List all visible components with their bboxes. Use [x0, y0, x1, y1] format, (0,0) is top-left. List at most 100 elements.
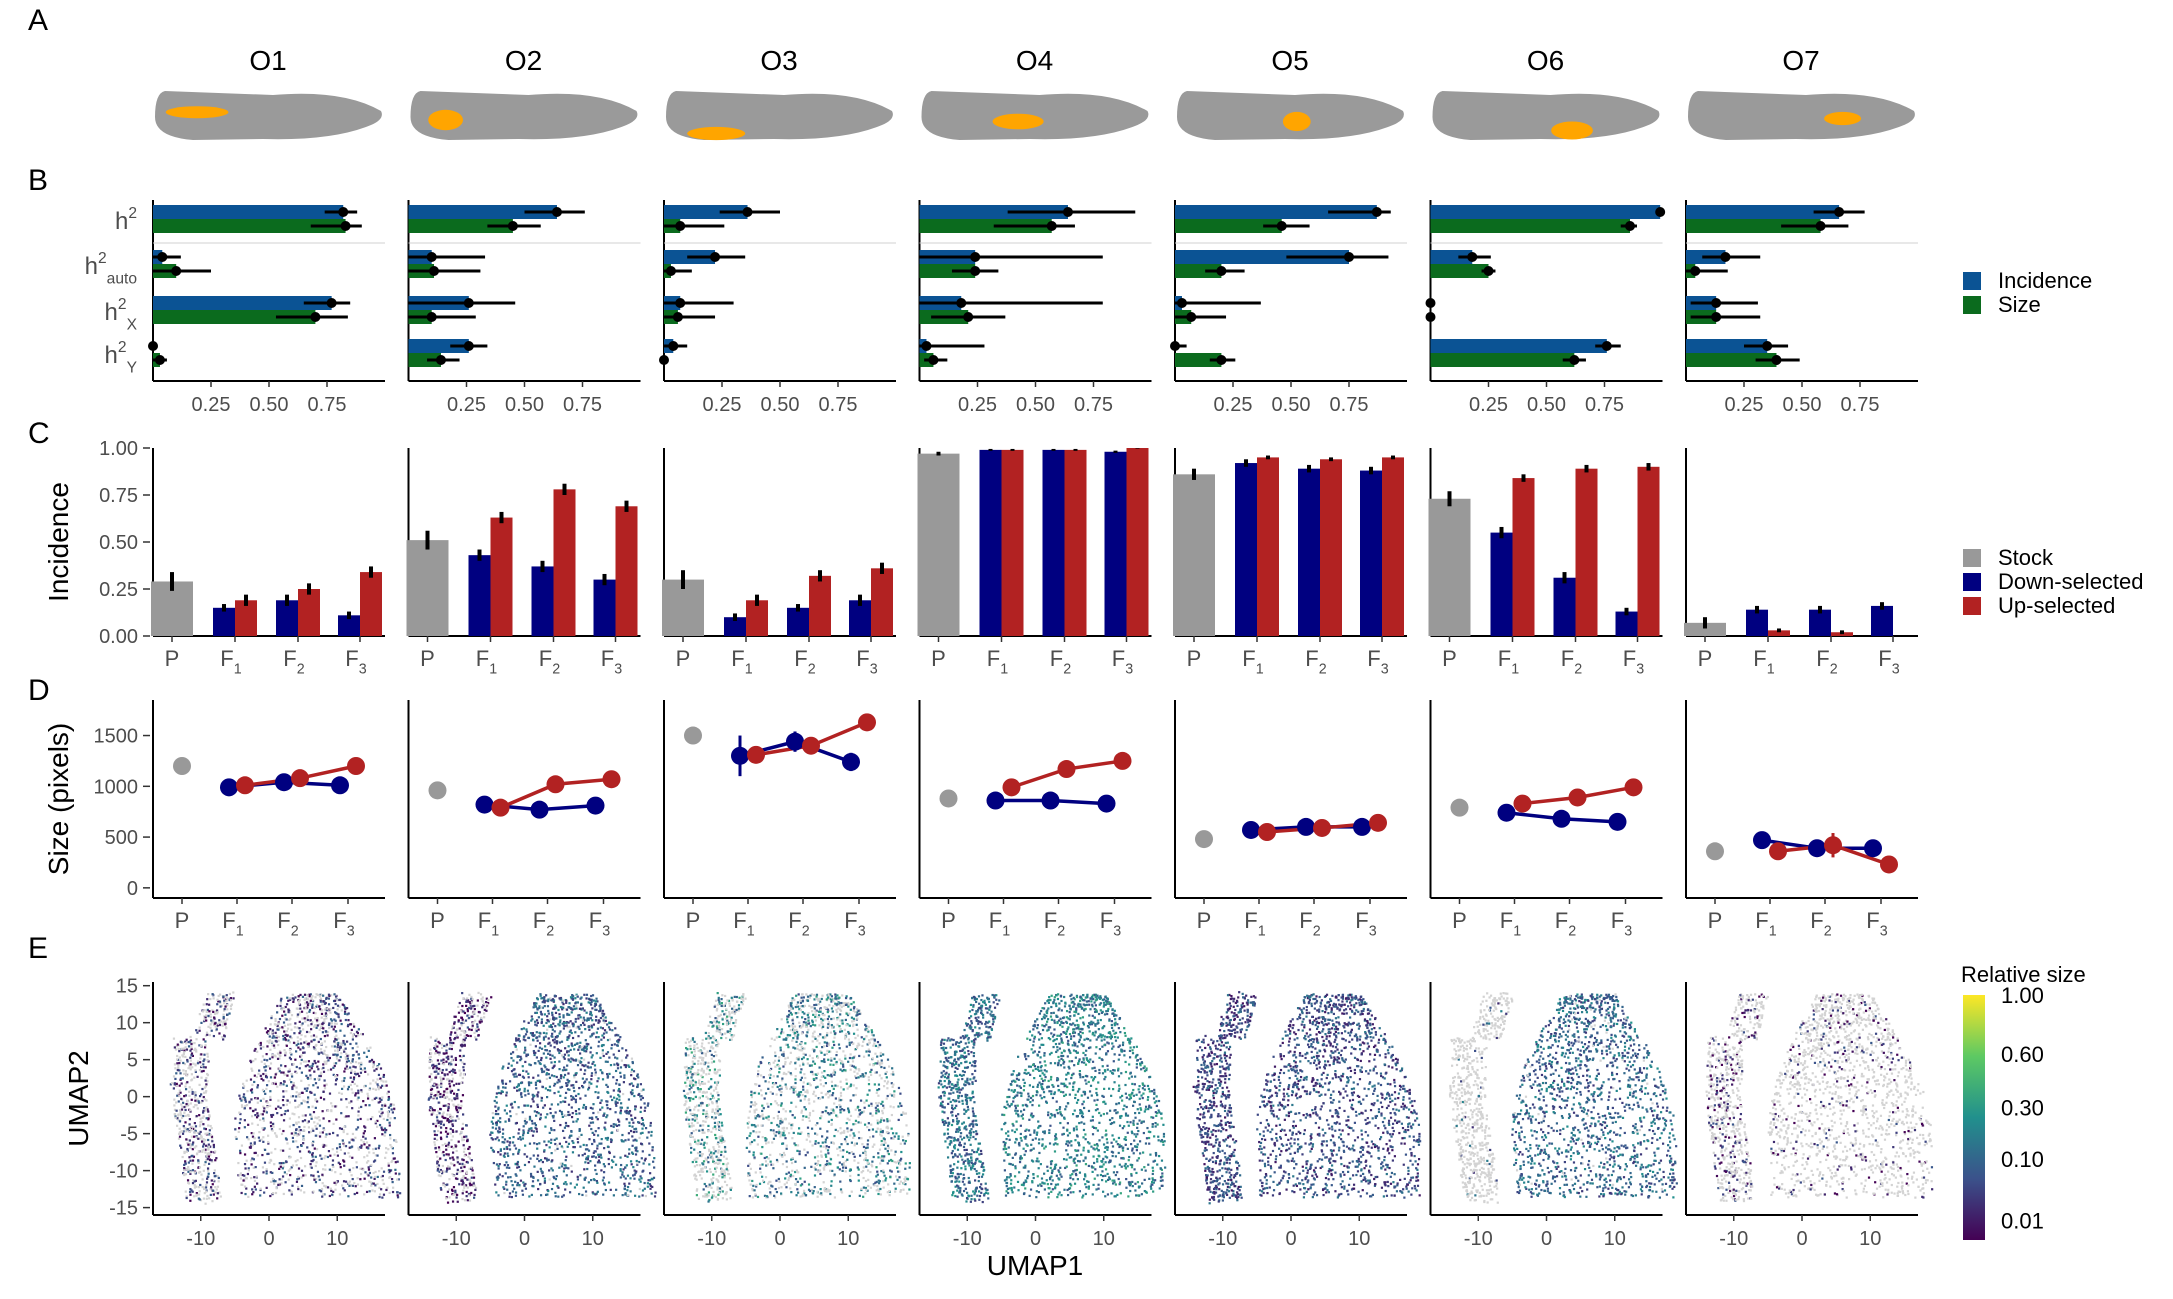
umap-point — [430, 1077, 433, 1081]
umap-point — [193, 1096, 197, 1099]
umap-point — [476, 1004, 479, 1007]
umap-point — [175, 1084, 179, 1087]
umap-point — [513, 1086, 516, 1089]
umap-point — [317, 1116, 320, 1119]
umap-point — [292, 998, 295, 1001]
umap-point — [437, 1083, 440, 1087]
umap-point — [565, 1124, 568, 1127]
umap-point — [551, 1054, 554, 1057]
umap-point — [642, 1088, 645, 1091]
panel-d-x-tick-label: F3 — [1100, 908, 1121, 940]
h2-point-incidence — [1344, 252, 1354, 262]
umap-point — [343, 1189, 346, 1192]
umap-point — [322, 1127, 325, 1130]
umap-point — [575, 1120, 578, 1123]
umap-point — [536, 1021, 539, 1025]
umap-point — [458, 1183, 461, 1186]
umap-point — [343, 1152, 346, 1155]
panel-b-x-tick-label: 0.75 — [1841, 394, 1880, 416]
umap-point — [360, 1061, 363, 1064]
umap-point — [522, 1125, 525, 1128]
umap-point — [228, 992, 231, 996]
umap-point — [536, 1095, 539, 1098]
umap-point — [353, 1072, 357, 1075]
umap-point — [515, 1174, 518, 1177]
umap-point — [315, 1127, 318, 1130]
umap-point — [453, 1164, 456, 1167]
umap-point — [342, 1079, 346, 1082]
umap-point — [515, 1037, 518, 1040]
umap-point — [451, 1173, 454, 1176]
umap-point — [539, 1182, 542, 1186]
umap-point — [487, 1001, 490, 1005]
umap-point — [539, 1062, 542, 1066]
umap-point — [363, 1085, 366, 1088]
umap-point — [547, 1052, 550, 1055]
umap-point — [547, 1068, 550, 1071]
umap-point — [466, 1139, 469, 1143]
umap-point — [602, 1043, 605, 1047]
umap-point — [570, 1011, 573, 1014]
umap-point — [314, 1155, 317, 1158]
umap-point — [177, 1066, 180, 1069]
umap-point — [617, 1124, 621, 1127]
h2-row-label: h2X — [105, 296, 138, 333]
umap-point — [577, 1014, 580, 1017]
umap-point — [289, 1017, 292, 1020]
umap-point — [621, 1193, 624, 1197]
h2-point-incidence — [463, 341, 474, 351]
umap-point — [530, 1129, 533, 1132]
umap-point — [592, 999, 595, 1002]
umap-point — [489, 1133, 492, 1136]
umap-point — [641, 1122, 645, 1125]
umap-point — [461, 1076, 464, 1080]
organ-title-o5: O5 — [1271, 45, 1308, 76]
umap-point — [588, 1028, 591, 1031]
umap-point — [317, 1060, 320, 1063]
umap-point — [297, 1046, 300, 1049]
size-point-down — [475, 795, 494, 814]
umap-point — [261, 1088, 265, 1092]
umap-point — [352, 1166, 355, 1170]
incidence-bar-up — [1768, 630, 1790, 636]
umap-point — [614, 1101, 617, 1104]
umap-point — [243, 1119, 246, 1122]
umap-point — [187, 1114, 190, 1117]
umap-point — [266, 1101, 269, 1104]
umap-point — [519, 1179, 523, 1182]
umap-point — [221, 1024, 224, 1027]
umap-point — [441, 1144, 444, 1147]
umap-point — [433, 1143, 437, 1146]
umap-point — [340, 1112, 343, 1115]
umap-point — [285, 1084, 288, 1087]
umap-point — [378, 1097, 381, 1100]
umap-point — [286, 1023, 290, 1026]
umap-point — [316, 1117, 319, 1120]
umap-point — [251, 1193, 254, 1196]
umap-point — [191, 1090, 194, 1094]
umap-point — [278, 1050, 282, 1053]
umap-point — [574, 1073, 577, 1076]
umap-point — [282, 1080, 286, 1083]
umap-point — [349, 1023, 352, 1026]
umap-point — [559, 1049, 563, 1052]
umap-point — [633, 1128, 636, 1131]
umap-point — [511, 1184, 514, 1187]
umap-point — [348, 1141, 351, 1144]
umap-point — [462, 1073, 466, 1076]
umap-point — [344, 1180, 348, 1183]
umap-point — [626, 1054, 629, 1057]
umap-point — [589, 1013, 592, 1016]
umap-point — [461, 1197, 464, 1201]
umap-point — [204, 1186, 208, 1189]
umap-point — [552, 1022, 555, 1025]
umap-point — [188, 1040, 192, 1043]
umap-point — [269, 1104, 272, 1108]
umap-point — [385, 1128, 388, 1132]
umap-point — [357, 1089, 360, 1092]
umap-point — [468, 1152, 471, 1155]
umap-point — [264, 1069, 267, 1072]
umap-point — [249, 1061, 253, 1064]
size-point-down — [1353, 817, 1371, 836]
umap-point — [602, 1163, 605, 1166]
